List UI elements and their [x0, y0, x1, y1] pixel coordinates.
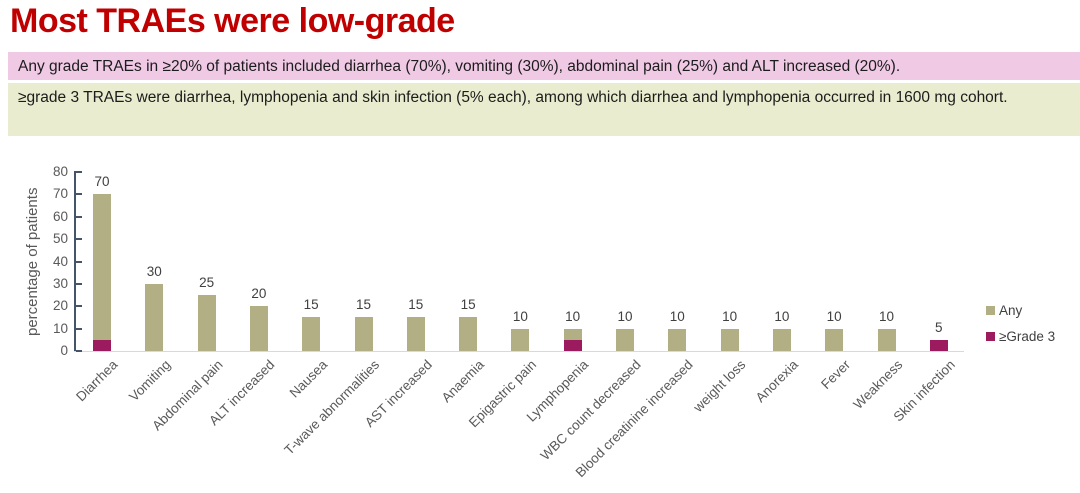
bar-data-label: 15: [408, 297, 424, 313]
x-axis-category-label: Fever: [817, 357, 853, 393]
bar-data-label: 15: [355, 297, 372, 313]
bar-any: [197, 295, 216, 351]
y-tick-label: 50: [52, 231, 68, 247]
bar-data-label: 10: [565, 308, 581, 324]
y-tick-mark: [76, 305, 82, 308]
y-tick-mark: [76, 193, 82, 196]
bar-any: [511, 328, 530, 351]
y-tick-label: 30: [52, 275, 68, 291]
y-tick-mark: [76, 282, 82, 285]
y-tick-mark: [76, 327, 82, 330]
x-axis-category-label: Anorexia: [752, 357, 801, 406]
y-tick-mark: [76, 171, 82, 173]
bar-data-label: 20: [251, 286, 267, 302]
bar-data-label: 10: [774, 308, 790, 324]
bar-any: [145, 283, 164, 351]
bar-data-label: 5: [935, 319, 943, 335]
bar-any: [668, 328, 687, 351]
chart-legend: Any ≥Grade 3: [986, 303, 1055, 355]
legend-swatch-any: [986, 306, 995, 315]
y-tick-mark: [76, 238, 82, 241]
legend-item-any: Any: [986, 303, 1055, 318]
legend-label-grade3: ≥Grade 3: [999, 329, 1056, 344]
bar-data-label: 10: [617, 308, 633, 324]
callout-any-grade-traes: Any grade TRAEs in ≥20% of patients incl…: [8, 52, 1080, 80]
bar-any: [354, 317, 373, 351]
y-tick-label: 80: [52, 164, 68, 179]
y-tick-mark: [76, 260, 82, 263]
y-tick-label: 70: [52, 186, 68, 202]
y-tick-label: 60: [52, 208, 68, 224]
bar-grade3: [929, 339, 948, 351]
bar-data-label: 25: [199, 275, 215, 291]
y-tick-label: 10: [52, 320, 68, 336]
x-axis-category-label: weight loss: [690, 357, 749, 415]
page-title: Most TRAEs were low-grade: [10, 2, 455, 40]
x-axis-line: [74, 351, 964, 352]
y-tick-label: 20: [52, 298, 68, 314]
bar-any: [459, 317, 478, 351]
bar-data-label: 10: [512, 308, 528, 324]
y-tick-mark: [76, 215, 82, 218]
x-axis-category-label: Anaemia: [438, 357, 487, 406]
bar-grade3: [93, 339, 111, 351]
legend-swatch-grade3: [986, 332, 995, 341]
bar-any: [616, 328, 634, 351]
bar-data-label: 10: [722, 308, 738, 324]
callout-grade3-traes: ≥grade 3 TRAEs were diarrhea, lymphopeni…: [8, 83, 1080, 136]
bar-any: [406, 317, 425, 351]
x-axis-category-label: T-wave abnormalities: [281, 357, 383, 458]
bar-grade3: [563, 339, 582, 351]
bar-any: [825, 328, 844, 351]
y-axis-line: [74, 171, 76, 352]
x-axis-category-label: Diarrhea: [73, 357, 121, 405]
legend-item-grade3: ≥Grade 3: [986, 329, 1055, 344]
bar-data-label: 30: [146, 263, 162, 279]
x-axis-category-label: Weakness: [850, 357, 906, 412]
legend-label-any: Any: [999, 303, 1023, 318]
bar-any: [877, 328, 896, 351]
x-axis-category-label: Vomiting: [125, 357, 173, 405]
y-tick-label: 0: [60, 343, 68, 358]
x-axis-category-label: Nausea: [286, 357, 330, 401]
bar-any: [720, 328, 739, 351]
bar-any: [302, 317, 321, 351]
bar-data-label: 15: [303, 297, 319, 313]
y-tick-mark: [76, 350, 82, 352]
bar-any: [772, 328, 791, 351]
y-tick-label: 40: [52, 253, 68, 269]
x-axis-category-label: WBC count decreased: [537, 357, 644, 464]
bar-data-label: 10: [826, 308, 842, 324]
bar-any: [249, 306, 268, 351]
bar-data-label: 70: [94, 174, 110, 190]
bar-data-label: 15: [460, 297, 476, 313]
bar-any: [93, 194, 111, 351]
bar-data-label: 10: [878, 308, 895, 324]
bar-data-label: 10: [669, 308, 685, 324]
